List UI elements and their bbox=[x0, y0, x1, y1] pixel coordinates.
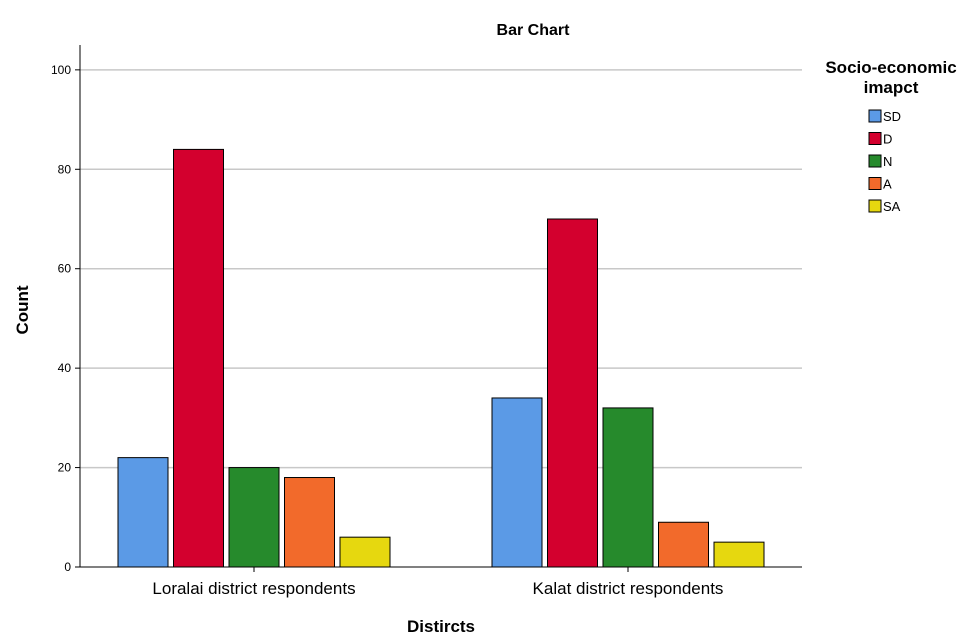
legend-swatch-sd bbox=[868, 109, 882, 123]
legend: Socio-economic imapct SD DNA SA bbox=[825, 58, 956, 214]
bar-n-1 bbox=[602, 407, 654, 568]
bar-a-1 bbox=[658, 521, 709, 568]
legend-swatch-d bbox=[868, 132, 882, 145]
y-tick-label: 60 bbox=[58, 262, 72, 276]
bar-sa-1 bbox=[713, 541, 765, 568]
legend-title-line-2: imapct bbox=[864, 78, 919, 97]
y-axis-title: Count bbox=[13, 285, 32, 334]
bar-sd-1 bbox=[491, 397, 543, 568]
axes: 0 20 40 60 80 100 Loralai district respondents… bbox=[51, 45, 802, 598]
bar-sa-0 bbox=[339, 536, 391, 568]
legend-label-a: A bbox=[883, 177, 892, 192]
legend-swatch-n bbox=[868, 154, 882, 168]
y-tick-label: 80 bbox=[58, 162, 72, 176]
x-axis-title: Distircts bbox=[407, 617, 475, 636]
legend-label-sa: SA bbox=[883, 199, 901, 214]
legend-items: SD DNA SA bbox=[868, 109, 901, 214]
legend-swatch-sa bbox=[868, 199, 882, 213]
bar-sd-0 bbox=[117, 457, 169, 568]
bar-n-0 bbox=[228, 467, 280, 568]
legend-swatch-a bbox=[868, 177, 882, 190]
bars bbox=[117, 148, 765, 568]
legend-label-sd: SD bbox=[883, 109, 901, 124]
chart-title: Bar Chart bbox=[497, 22, 571, 39]
legend-label-n: N bbox=[883, 154, 892, 169]
bar-a-0 bbox=[284, 477, 335, 568]
legend-label-d: D bbox=[883, 132, 892, 147]
y-tick-label: 40 bbox=[58, 361, 72, 375]
x-category-label: Loralai district respondents bbox=[152, 579, 355, 598]
x-category-label: Kalat district respondents bbox=[533, 579, 724, 598]
bar-d-1 bbox=[547, 218, 598, 568]
bar-d-0 bbox=[173, 148, 224, 568]
y-tick-label: 0 bbox=[64, 560, 71, 574]
legend-title-line-1: Socio-economic bbox=[825, 58, 956, 77]
y-tick-label: 20 bbox=[58, 461, 72, 475]
y-tick-label: 100 bbox=[51, 63, 71, 77]
